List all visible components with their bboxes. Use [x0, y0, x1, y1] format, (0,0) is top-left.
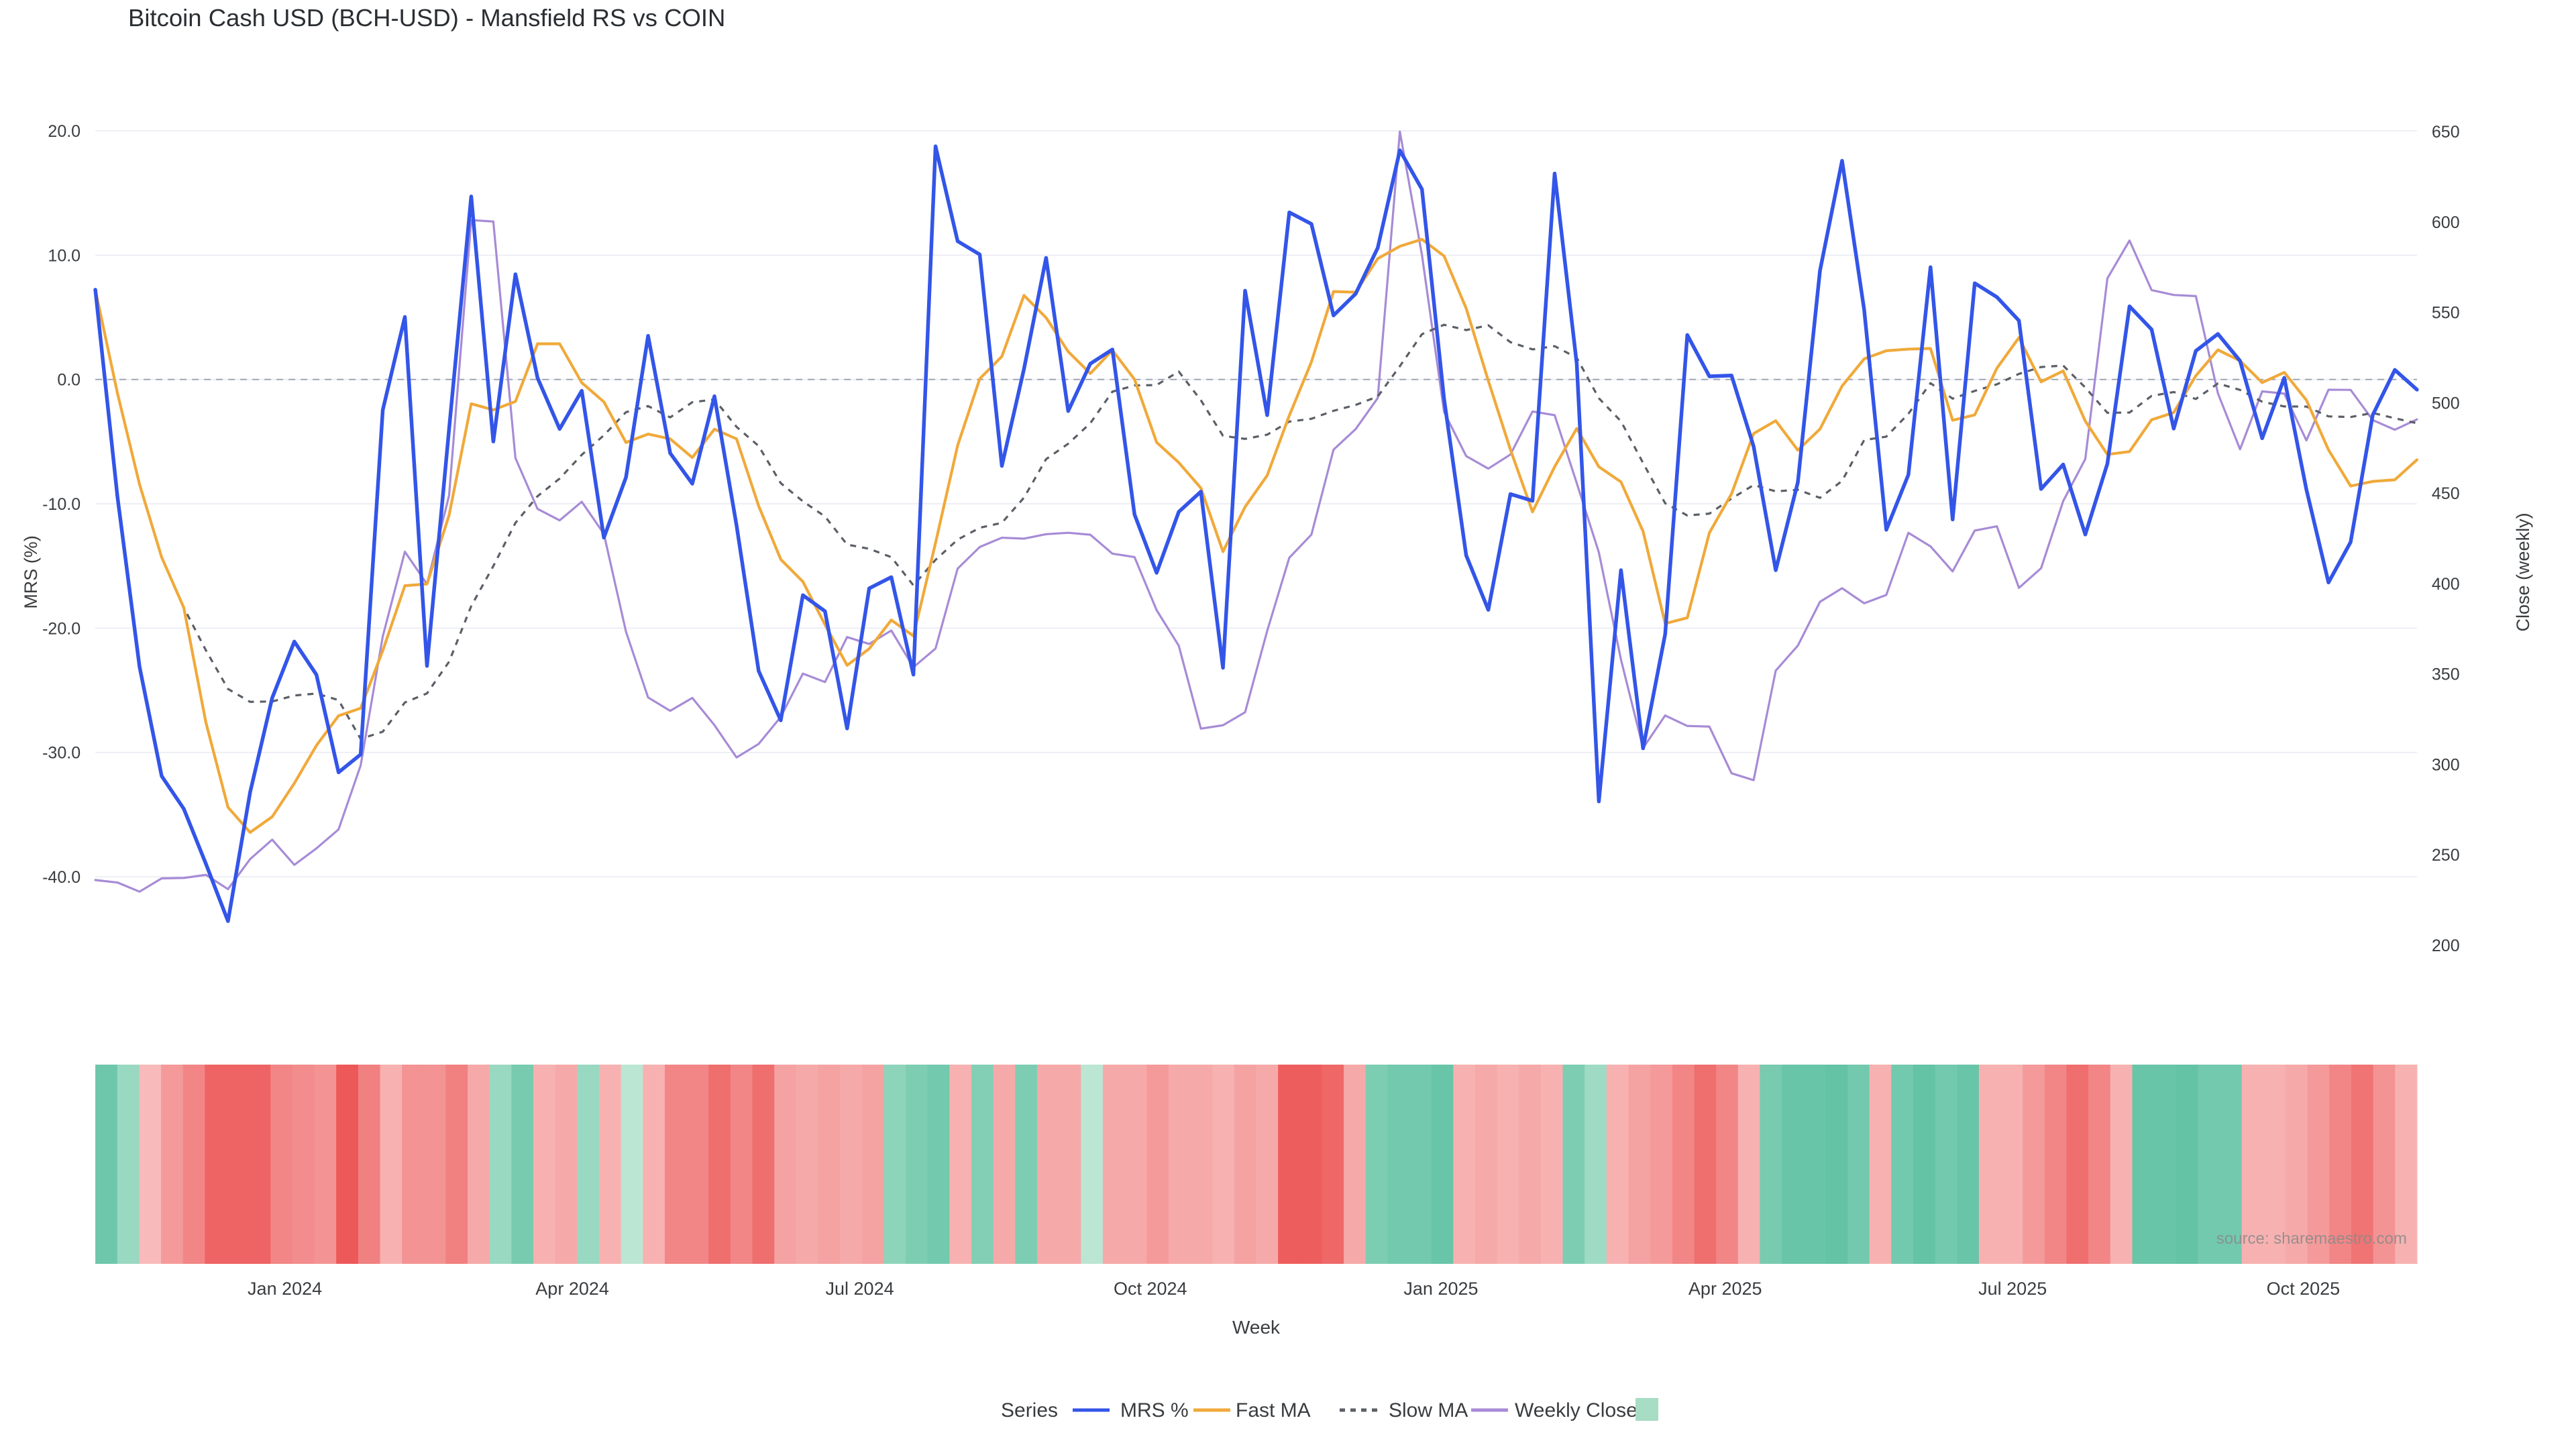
svg-text:Apr 2025: Apr 2025 [1688, 1279, 1762, 1299]
svg-text:400: 400 [2432, 575, 2460, 594]
svg-text:Oct 2025: Oct 2025 [2267, 1279, 2341, 1299]
svg-text:Jul 2025: Jul 2025 [1978, 1279, 2047, 1299]
svg-text:MRS (%): MRS (%) [21, 535, 41, 609]
svg-text:-30.0: -30.0 [42, 744, 80, 763]
svg-text:300: 300 [2432, 755, 2460, 774]
svg-text:Weekly Close: Weekly Close [1515, 1399, 1638, 1421]
svg-text:Jul 2024: Jul 2024 [826, 1279, 894, 1299]
svg-text:200: 200 [2432, 936, 2460, 955]
svg-text:source: sharemaestro.com: source: sharemaestro.com [2216, 1230, 2407, 1248]
svg-text:450: 450 [2432, 484, 2460, 503]
svg-text:Fast MA: Fast MA [1236, 1399, 1311, 1421]
svg-text:-10.0: -10.0 [42, 495, 80, 514]
svg-text:Series: Series [1001, 1399, 1058, 1421]
svg-text:Jan 2024: Jan 2024 [248, 1279, 322, 1299]
svg-text:10.0: 10.0 [48, 246, 80, 265]
svg-text:600: 600 [2432, 213, 2460, 232]
svg-text:250: 250 [2432, 846, 2460, 865]
svg-text:Jan 2025: Jan 2025 [1403, 1279, 1478, 1299]
svg-text:20.0: 20.0 [48, 122, 80, 141]
svg-text:Slow MA: Slow MA [1389, 1399, 1468, 1421]
svg-text:-20.0: -20.0 [42, 619, 80, 638]
svg-text:500: 500 [2432, 394, 2460, 413]
svg-text:-40.0: -40.0 [42, 868, 80, 887]
svg-text:650: 650 [2432, 123, 2460, 142]
svg-text:Close (weekly): Close (weekly) [2513, 513, 2533, 631]
svg-text:0.0: 0.0 [57, 371, 80, 390]
svg-text:550: 550 [2432, 304, 2460, 323]
svg-text:Oct 2024: Oct 2024 [1114, 1279, 1187, 1299]
svg-text:350: 350 [2432, 665, 2460, 684]
svg-text:Apr 2024: Apr 2024 [535, 1279, 609, 1299]
svg-text:MRS %: MRS % [1120, 1399, 1189, 1421]
svg-text:Week: Week [1232, 1317, 1281, 1338]
